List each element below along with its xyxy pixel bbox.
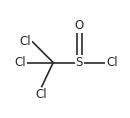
Text: Cl: Cl: [36, 88, 47, 101]
Text: Cl: Cl: [19, 35, 31, 48]
Text: S: S: [76, 56, 83, 69]
Text: Cl: Cl: [14, 56, 26, 69]
Text: Cl: Cl: [106, 56, 118, 69]
Text: O: O: [74, 19, 84, 32]
